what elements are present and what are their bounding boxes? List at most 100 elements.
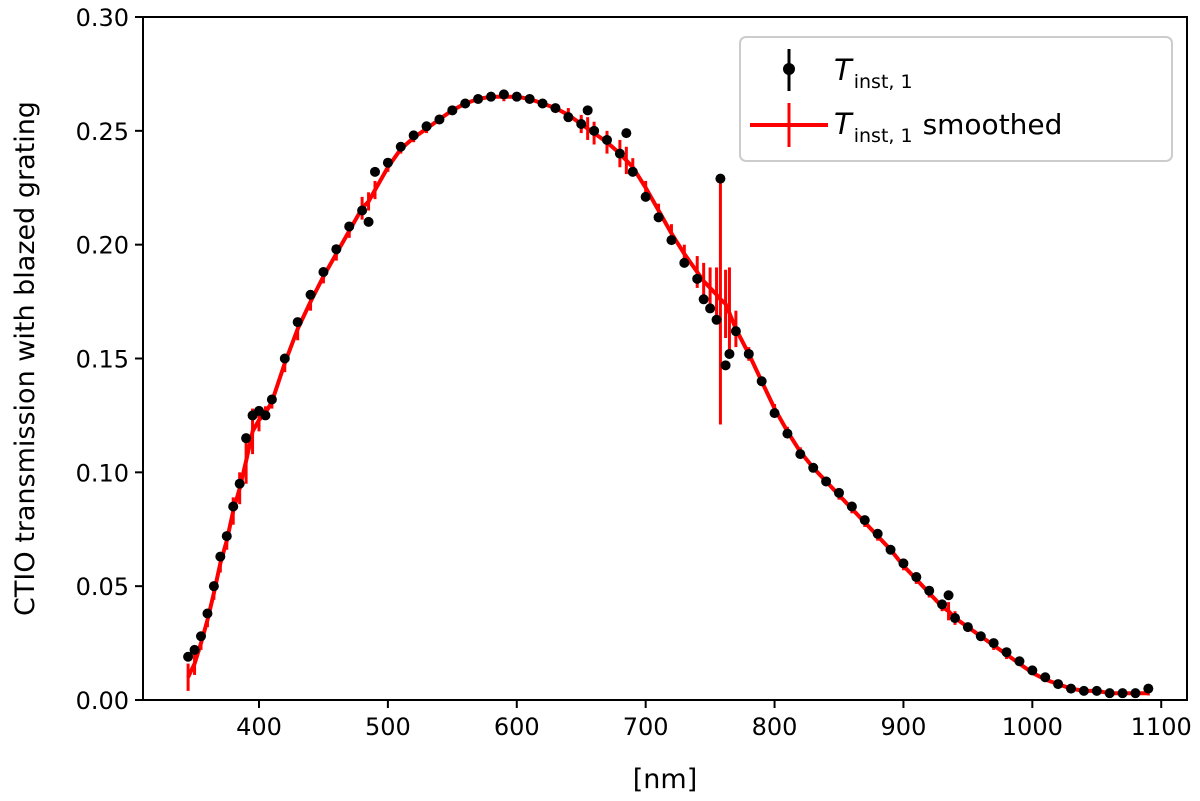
- smoothed-series-line: [186, 94, 1149, 696]
- data-point: [221, 531, 232, 542]
- legend-symbol: T: [834, 107, 854, 141]
- data-point: [434, 114, 445, 125]
- data-point: [486, 91, 496, 102]
- data-point: [743, 348, 754, 359]
- data-point: [846, 501, 857, 512]
- data-point: [924, 585, 935, 596]
- data-point: [215, 551, 226, 562]
- data-point: [859, 515, 870, 526]
- x-tick-label: 400: [236, 713, 282, 741]
- data-point: [724, 348, 735, 359]
- data-point: [589, 125, 600, 136]
- y-tick-label: 0.25: [76, 118, 129, 146]
- data-point: [460, 98, 471, 109]
- data-point: [975, 631, 986, 642]
- data-point: [563, 112, 574, 123]
- y-axis-title: CTIO transmission with blazed grating: [10, 101, 41, 616]
- data-point: [988, 638, 999, 649]
- x-tick-label: 1000: [1002, 713, 1063, 741]
- data-point: [769, 408, 780, 419]
- data-point: [241, 433, 252, 444]
- data-point: [408, 130, 419, 141]
- data-point: [898, 558, 909, 569]
- x-tick-label: 700: [623, 713, 669, 741]
- data-point: [363, 216, 374, 227]
- data-point: [447, 105, 458, 116]
- data-point: [183, 651, 194, 662]
- data-point: [550, 103, 561, 114]
- data-point: [795, 449, 806, 460]
- data-point: [421, 121, 432, 132]
- data-point: [1130, 688, 1141, 699]
- data-point: [679, 257, 690, 268]
- data-point: [395, 141, 406, 152]
- data-point: [357, 205, 368, 216]
- data-point: [331, 244, 342, 255]
- data-point: [1143, 683, 1154, 694]
- data-point: [1014, 656, 1025, 667]
- data-point: [576, 119, 587, 130]
- data-point: [524, 93, 535, 104]
- legend-box: [739, 36, 1173, 162]
- data-point: [318, 266, 329, 277]
- data-point: [266, 394, 277, 405]
- y-tick-label: 0.05: [76, 573, 129, 601]
- data-point: [1091, 685, 1102, 696]
- data-point: [937, 599, 948, 610]
- data-point: [756, 376, 767, 387]
- data-point: [370, 166, 380, 177]
- axes: 400 500 600 700 800 900 1000 1100 0.00 0.05 0.10 0.…: [76, 4, 1192, 741]
- data-point: [621, 128, 632, 139]
- data-point: [234, 478, 245, 489]
- legend-subscript: inst, 1: [854, 71, 913, 93]
- data-point: [640, 191, 651, 202]
- data-point: [305, 289, 316, 300]
- x-tick-label: 500: [365, 713, 411, 741]
- data-point: [720, 360, 731, 371]
- data-point: [692, 273, 703, 284]
- data-point: [189, 644, 200, 655]
- data-point: [1117, 688, 1128, 699]
- y-tick-label: 0.30: [76, 4, 129, 32]
- legend-suffix: smoothed: [923, 108, 1063, 141]
- data-point: [950, 613, 960, 624]
- legend-symbol: T: [834, 53, 854, 87]
- data-point: [208, 581, 219, 592]
- data-point: [698, 294, 709, 305]
- data-point: [666, 235, 677, 246]
- data-point: [1001, 647, 1012, 658]
- x-tick-label: 800: [752, 713, 798, 741]
- data-point: [260, 410, 271, 421]
- data-point: [511, 91, 522, 102]
- data-point: [872, 528, 883, 539]
- y-tick-label: 0.00: [76, 687, 129, 715]
- data-point: [382, 157, 393, 168]
- data-point: [202, 608, 213, 619]
- data-point: [1053, 679, 1064, 690]
- data-point: [885, 544, 896, 555]
- y-tick-label: 0.10: [76, 459, 129, 487]
- data-point: [911, 572, 922, 583]
- data-point: [943, 590, 954, 601]
- data-point: [1040, 672, 1051, 683]
- data-point: [653, 212, 664, 223]
- x-tick-label: 1100: [1131, 713, 1192, 741]
- data-point: [537, 98, 548, 109]
- y-tick-label: 0.15: [76, 346, 129, 374]
- data-point: [292, 317, 303, 328]
- data-point: [344, 221, 355, 232]
- data-point: [1066, 683, 1076, 694]
- data-point: [705, 303, 716, 314]
- x-tick-label: 600: [494, 713, 540, 741]
- data-point: [834, 487, 844, 498]
- data-point: [808, 462, 819, 473]
- x-tick-label: 900: [881, 713, 927, 741]
- data-point: [473, 93, 484, 104]
- x-axis-title: [nm]: [633, 764, 697, 795]
- data-point: [782, 428, 793, 439]
- data-point: [582, 105, 593, 116]
- plot-area: [183, 89, 1154, 699]
